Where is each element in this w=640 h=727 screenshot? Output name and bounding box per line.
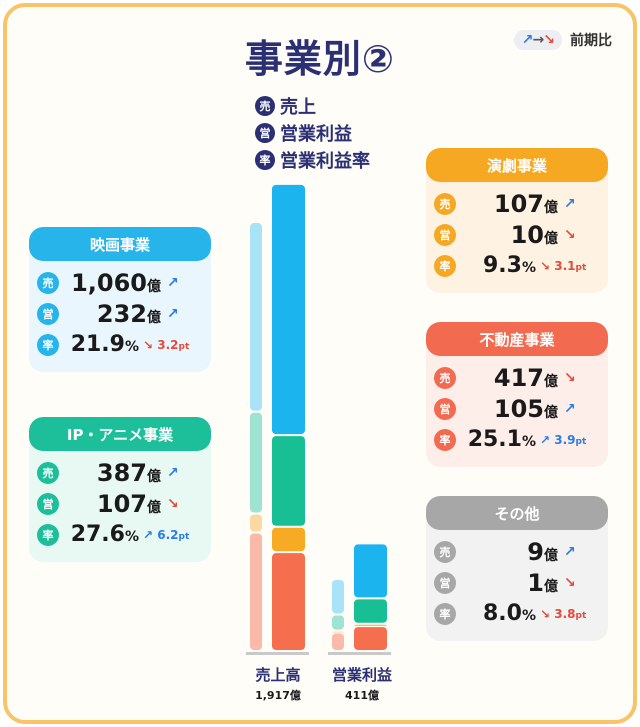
profit-value: 232億 [96, 299, 161, 328]
segment-title: その他 [426, 496, 608, 530]
margin-row: 率 21.9% ↘ 3.2pt [29, 329, 211, 360]
profit-badge-icon: 営 [434, 397, 456, 420]
profit-value: 10億 [510, 220, 558, 249]
sales-row: 売 9億 ↗ [426, 536, 608, 567]
profit-badge-icon: 営 [434, 571, 456, 594]
profit-row: 営 232億 ↗ [29, 298, 211, 329]
yoy-legend: ↗→↘ 前期比 [513, 30, 612, 50]
margin-row: 率 8.0% ↘ 3.8pt [426, 598, 608, 629]
up-arrow-icon: ↗ [564, 195, 576, 212]
margin-delta: ↘ 3.1pt [540, 258, 587, 273]
segment-card-realestate: 不動産事業 売 417億 ↘ 営 105億 ↗ 率 25.1% ↗ 3.9pt [426, 322, 608, 467]
sales-badge-icon: 売 [434, 366, 456, 389]
segment-title: 不動産事業 [426, 322, 608, 356]
profit-value: 1億 [527, 568, 558, 597]
margin-badge-icon: 率 [434, 428, 456, 451]
margin-badge-icon: 率 [37, 333, 59, 356]
x-label-sales: 売上高 1,917億 [232, 664, 324, 703]
segment-card-drama: 演劇事業 売 107億 ↗ 営 10億 ↘ 率 9.3% ↘ 3.1pt [426, 148, 608, 293]
x-label-profit: 営業利益 411億 [316, 664, 408, 703]
margin-value: 25.1% [467, 427, 536, 452]
up-arrow-icon: ↗ [564, 400, 576, 417]
down-arrow-icon: ↘ [564, 226, 576, 243]
yoy-legend-label: 前期比 [570, 33, 612, 49]
margin-badge-icon: 率 [37, 523, 59, 546]
profit-row: 営 107億 ↘ [29, 488, 211, 519]
up-arrow-icon: ↗ [167, 305, 179, 322]
sales-badge-icon: 売 [37, 271, 59, 294]
segment-card-other: その他 売 9億 ↗ 営 1億 ↘ 率 8.0% ↘ 3.8pt [426, 496, 608, 641]
sales-badge-icon: 売 [37, 461, 59, 484]
legend-item-margin: 率 営業利益率 [255, 146, 370, 173]
profit-value: 105億 [493, 394, 558, 423]
margin-row: 率 9.3% ↘ 3.1pt [426, 250, 608, 281]
up-arrow-icon: ↗ [167, 274, 179, 291]
segment-title: 映画事業 [29, 227, 211, 261]
profit-row: 営 105億 ↗ [426, 393, 608, 424]
segment-title: IP・アニメ事業 [29, 417, 211, 451]
sales-row: 売 1,060億 ↗ [29, 267, 211, 298]
sales-row: 売 417億 ↘ [426, 362, 608, 393]
sales-total: 1,917億 [255, 689, 301, 702]
profit-badge-icon: 営 [255, 122, 275, 143]
margin-row: 率 27.6% ↗ 6.2pt [29, 519, 211, 550]
margin-delta: ↗ 6.2pt [143, 527, 190, 542]
sales-row: 売 107億 ↗ [426, 188, 608, 219]
profit-row: 営 1億 ↘ [426, 567, 608, 598]
margin-delta: ↗ 3.9pt [540, 432, 587, 447]
legend-item-profit: 営 営業利益 [255, 119, 370, 146]
sales-value: 9億 [527, 537, 558, 566]
profit-badge-icon: 営 [434, 223, 456, 246]
profit-row: 営 10億 ↘ [426, 219, 608, 250]
profit-value: 107億 [96, 489, 161, 518]
profit-total: 411億 [345, 689, 379, 702]
sales-value: 387億 [96, 458, 161, 487]
legend-label: 売上 [280, 96, 316, 118]
segment-card-movie: 映画事業 売 1,060億 ↗ 営 232億 ↗ 率 21.9% ↘ 3.2pt [29, 227, 211, 372]
legend-item-sales: 売 売上 [255, 92, 370, 119]
profit-badge-icon: 営 [37, 492, 59, 515]
sales-value: 107億 [493, 189, 558, 218]
margin-delta: ↘ 3.8pt [540, 606, 587, 621]
yoy-arrows-icon: ↗→↘ [513, 30, 562, 50]
margin-badge-icon: 率 [434, 602, 456, 625]
margin-value: 8.0% [482, 601, 536, 626]
legend-label: 営業利益率 [280, 150, 370, 172]
profit-badge-icon: 営 [37, 302, 59, 325]
margin-value: 27.6% [70, 522, 139, 547]
sales-badge-icon: 売 [434, 540, 456, 563]
sales-row: 売 387億 ↗ [29, 457, 211, 488]
up-arrow-icon: ↗ [564, 543, 576, 560]
segment-title: 演劇事業 [426, 148, 608, 182]
sales-value: 417億 [493, 363, 558, 392]
legend-label: 営業利益 [280, 123, 352, 145]
margin-value: 9.3% [482, 253, 536, 278]
sales-badge-icon: 売 [255, 95, 275, 116]
page-title: 事業別② [244, 37, 396, 81]
down-arrow-icon: ↘ [167, 495, 179, 512]
sales-badge-icon: 売 [434, 192, 456, 215]
sales-value: 1,060億 [71, 268, 161, 297]
margin-delta: ↘ 3.2pt [143, 337, 190, 352]
margin-value: 21.9% [70, 332, 139, 357]
down-arrow-icon: ↘ [564, 369, 576, 386]
up-arrow-icon: ↗ [167, 464, 179, 481]
margin-badge-icon: 率 [434, 254, 456, 277]
metric-legend: 売 売上 営 営業利益 率 営業利益率 [255, 92, 370, 173]
segment-card-ip: IP・アニメ事業 売 387億 ↗ 営 107億 ↘ 率 27.6% ↗ 6.2… [29, 417, 211, 562]
down-arrow-icon: ↘ [564, 574, 576, 591]
margin-badge-icon: 率 [255, 149, 275, 170]
margin-row: 率 25.1% ↗ 3.9pt [426, 424, 608, 455]
